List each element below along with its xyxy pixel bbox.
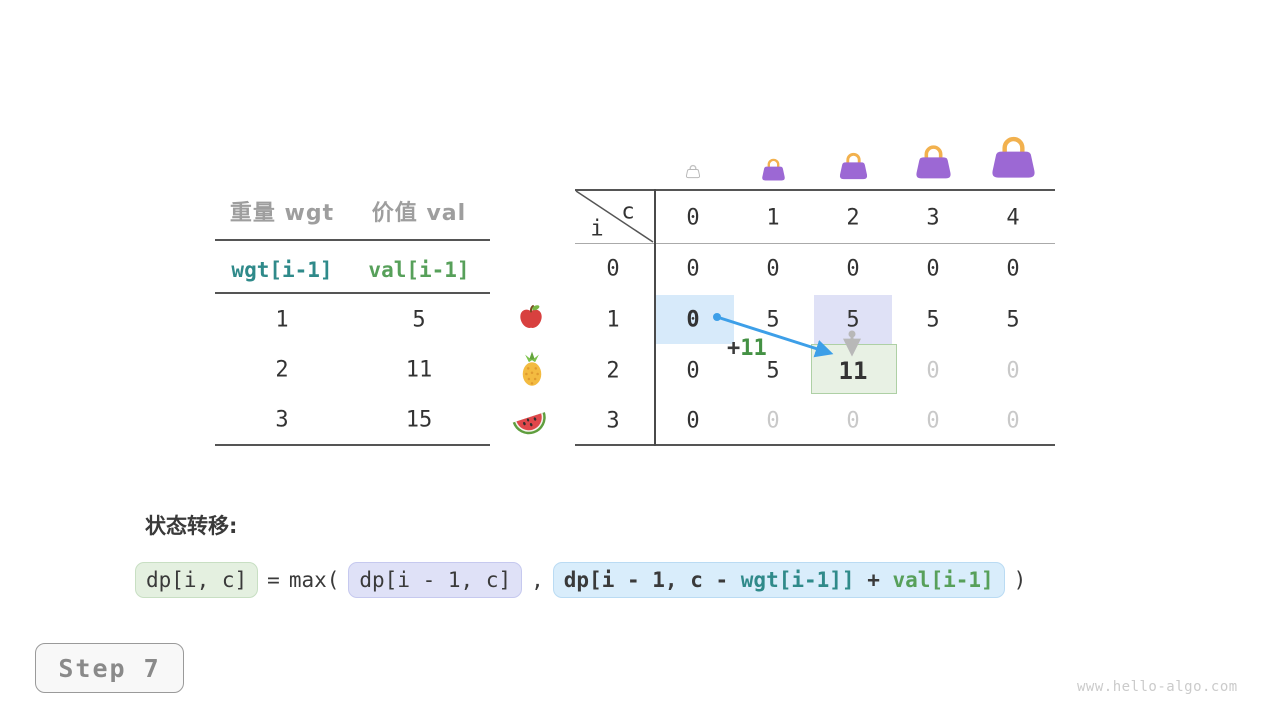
items-table-header-value: 价值 val xyxy=(371,201,467,226)
dp-row-header-3: 3 xyxy=(606,408,620,434)
dp-cell-2-3: 0 xyxy=(926,358,940,384)
plus-sign: + xyxy=(727,336,741,361)
formula-arg2-dp: dp[i - 1, c - xyxy=(563,568,741,592)
items-table-rule-top xyxy=(215,239,490,241)
items-table-rule-mid xyxy=(215,292,490,294)
dp-cell-2-0: 0 xyxy=(686,358,700,384)
dp-cell-1-0: 0 xyxy=(686,307,700,333)
dp-table-rule-top xyxy=(575,189,1055,191)
items-table-subheader-val: val[i-1] xyxy=(368,258,470,282)
transition-gain-annotation: +11 xyxy=(727,336,767,361)
bag-xlarge-icon xyxy=(992,136,1035,178)
bag-tiny-outline-icon xyxy=(685,164,701,179)
dp-corner-col-label: c xyxy=(621,199,635,225)
formula-arg1: dp[i - 1, c] xyxy=(348,562,523,598)
dp-cell-0-1: 0 xyxy=(766,256,780,282)
formula-close-paren: ) xyxy=(1013,568,1027,592)
dp-cell-1-4: 5 xyxy=(1006,307,1020,333)
dp-col-header-2: 2 xyxy=(846,205,860,231)
watermelon-icon xyxy=(512,412,546,435)
dp-cell-2-1: 5 xyxy=(766,358,780,384)
gain-value: 11 xyxy=(740,336,767,361)
dp-cell-1-2: 5 xyxy=(846,307,860,333)
dp-cell-0-4: 0 xyxy=(1006,256,1020,282)
formula-comma: , xyxy=(531,568,544,592)
dp-row-header-1: 1 xyxy=(606,307,620,333)
dp-row-header-2: 2 xyxy=(606,358,620,384)
item-wgt-2: 2 xyxy=(275,357,289,383)
pineapple-icon xyxy=(522,351,542,386)
formula-lhs: dp[i, c] xyxy=(135,562,259,598)
items-table-subheader-wgt: wgt[i-1] xyxy=(231,258,333,282)
bag-medium-icon xyxy=(839,152,868,180)
transition-formula: dp[i, c] = max( dp[i - 1, c] , dp[i - 1,… xyxy=(135,562,1026,598)
dp-table-rule-bottom xyxy=(575,444,1055,446)
dp-cell-2-2: 11 xyxy=(838,357,868,385)
dp-table-rule-header xyxy=(575,243,1055,244)
items-table-header-weight: 重量 wgt xyxy=(229,201,335,226)
formula-arg2-val: val[i-1] xyxy=(892,568,994,592)
step-button[interactable]: Step 7 xyxy=(35,643,184,693)
dp-corner-row-label: i xyxy=(590,216,604,242)
transition-heading: 状态转移: xyxy=(145,514,238,538)
watermark: www.hello-algo.com xyxy=(1077,679,1238,695)
item-val-2: 11 xyxy=(405,357,433,383)
formula-max-open: max( xyxy=(288,568,340,592)
dp-cell-3-0: 0 xyxy=(686,408,700,434)
dp-col-header-0: 0 xyxy=(686,205,700,231)
dp-cell-1-1: 5 xyxy=(766,307,780,333)
item-wgt-3: 3 xyxy=(275,407,289,433)
formula-arg2: dp[i - 1, c - wgt[i-1]] + val[i-1] xyxy=(552,562,1005,598)
dp-cell-0-2: 0 xyxy=(846,256,860,282)
dp-col-header-3: 3 xyxy=(926,205,940,231)
dp-cell-3-1: 0 xyxy=(766,408,780,434)
formula-arg2-wgt: wgt[i-1]] xyxy=(740,568,855,592)
dp-row-header-0: 0 xyxy=(606,256,620,282)
dp-col-header-1: 1 xyxy=(766,205,780,231)
formula-equals: = xyxy=(267,568,280,592)
dp-col-header-4: 4 xyxy=(1006,205,1020,231)
dp-cell-0-0: 0 xyxy=(686,256,700,282)
dp-cell-2-4: 0 xyxy=(1006,358,1020,384)
items-table-rule-bottom xyxy=(215,444,490,446)
item-val-1: 5 xyxy=(412,307,426,333)
apple-icon xyxy=(520,305,542,328)
dp-table-rule-vertical xyxy=(654,189,656,446)
step-button-label: Step 7 xyxy=(58,653,161,683)
dp-cell-0-3: 0 xyxy=(926,256,940,282)
item-val-3: 15 xyxy=(405,407,433,433)
dp-cell-1-3: 5 xyxy=(926,307,940,333)
bag-large-icon xyxy=(916,145,951,179)
bag-small-icon xyxy=(762,158,785,181)
dp-cell-3-4: 0 xyxy=(1006,408,1020,434)
item-wgt-1: 1 xyxy=(275,307,289,333)
dp-cell-3-2: 0 xyxy=(846,408,860,434)
formula-arg2-plus: + xyxy=(854,568,893,592)
corner-diagonal-line xyxy=(575,190,654,243)
dp-cell-3-3: 0 xyxy=(926,408,940,434)
